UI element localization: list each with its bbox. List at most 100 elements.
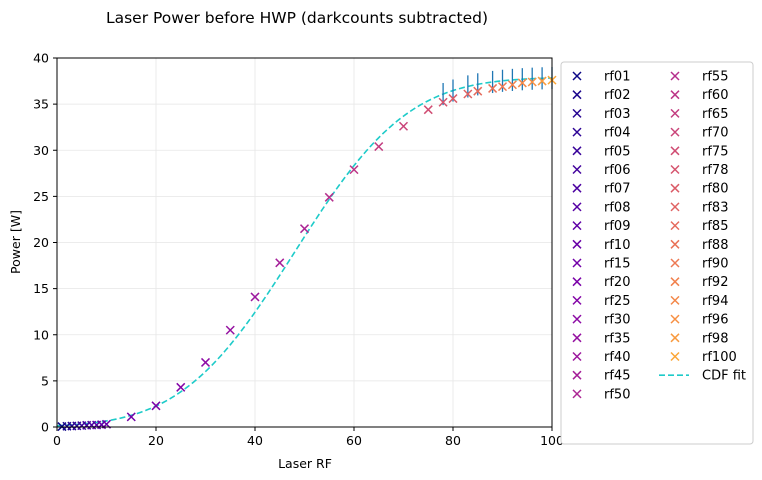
y-tick-label: 30 — [33, 143, 49, 158]
legend-marker-rf35 — [572, 333, 582, 343]
legend-marker-rf92 — [670, 277, 680, 287]
marker-rf15 — [126, 412, 136, 422]
marker-rf30 — [200, 357, 211, 367]
legend-marker-rf25 — [572, 295, 582, 305]
legend-label: rf01 — [604, 70, 630, 85]
y-tick-label: 10 — [33, 327, 49, 342]
legend: rf01 rf02 rf03 rf04 rf05 rf06 rf07 rf08 rf09 rf10… — [560, 61, 754, 445]
marker-rf94 — [517, 78, 527, 88]
legend-marker-rf83 — [670, 202, 680, 212]
x-tick-label: 40 — [247, 433, 263, 448]
legend-label: rf94 — [702, 294, 728, 309]
marker-rf35 — [225, 325, 235, 335]
marker-rf88 — [488, 83, 498, 93]
legend-label: rf25 — [604, 294, 630, 309]
legend-marker-rf96 — [670, 314, 680, 324]
legend-label: rf70 — [702, 126, 728, 141]
legend-label: rf07 — [604, 182, 630, 197]
legend-label: rf90 — [702, 257, 728, 272]
y-tick-label: 40 — [33, 51, 49, 66]
legend-marker-rf01 — [572, 71, 582, 81]
legend-label: rf10 — [604, 238, 630, 253]
legend-label: rf55 — [702, 70, 728, 85]
y-tick-label: 5 — [41, 373, 49, 388]
legend-label: CDF fit — [702, 369, 746, 384]
marker-rf78 — [438, 97, 448, 107]
legend-marker-rf08 — [572, 202, 582, 212]
legend-marker-rf85 — [670, 221, 680, 231]
fit-layer — [56, 77, 553, 427]
cdf-fit-line — [56, 77, 553, 427]
marker-rf60 — [349, 165, 359, 175]
legend-label: rf65 — [702, 107, 728, 122]
legend-marker-rf02 — [572, 90, 582, 100]
x-tick-label: 20 — [148, 433, 164, 448]
legend-label: rf60 — [702, 88, 728, 103]
y-axis-ticks: 0 5 10 15 20 25 30 35 40 — [33, 51, 57, 435]
legend-marker-rf70 — [670, 127, 680, 137]
x-tick-label: 0 — [53, 433, 61, 448]
x-axis-ticks: 0 20 40 60 80 100 — [53, 427, 564, 448]
x-tick-label: 60 — [346, 433, 362, 448]
marker-rf98 — [537, 76, 547, 86]
legend-label: rf08 — [604, 200, 630, 215]
y-tick-label: 35 — [33, 97, 49, 112]
legend-marker-rf78 — [670, 164, 680, 175]
marker-rf65 — [374, 142, 384, 152]
grid — [56, 57, 553, 428]
legend-marker-rf75 — [670, 146, 680, 156]
error-bars — [442, 66, 553, 106]
legend-label: rf06 — [604, 163, 630, 178]
legend-label: rf98 — [702, 331, 728, 346]
legend-label: rf09 — [604, 219, 630, 234]
legend-label: rf80 — [702, 182, 728, 197]
legend-box — [560, 61, 754, 445]
legend-label: rf35 — [604, 331, 630, 346]
marker-rf70 — [398, 121, 409, 131]
legend-marker-rf45 — [572, 370, 582, 380]
legend-label: rf30 — [604, 313, 630, 328]
marker-rf83 — [463, 89, 473, 99]
marker-rf55 — [324, 192, 334, 202]
y-tick-label: 25 — [33, 189, 49, 204]
y-tick-label: 15 — [33, 281, 49, 296]
marker-rf75 — [423, 105, 433, 115]
legend-label: rf45 — [604, 369, 630, 384]
x-tick-label: 80 — [445, 433, 461, 448]
y-tick-label: 0 — [41, 420, 49, 435]
legend-label: rf03 — [604, 107, 630, 122]
legend-marker-rf50 — [572, 389, 582, 399]
legend-marker-rf15 — [572, 258, 582, 268]
legend-marker-rf94 — [670, 295, 680, 305]
legend-label: rf100 — [702, 350, 737, 365]
legend-marker-rf65 — [670, 108, 680, 118]
legend-label: rf04 — [604, 126, 630, 141]
marker-rf92 — [507, 80, 517, 90]
legend-marker-rf04 — [572, 127, 582, 137]
legend-label: rf78 — [702, 163, 728, 178]
legend-label: rf05 — [604, 144, 630, 159]
data-markers — [57, 75, 557, 432]
marker-rf25 — [176, 382, 186, 392]
legend-marker-rf03 — [572, 108, 582, 118]
legend-label: rf85 — [702, 219, 728, 234]
legend-label: rf15 — [604, 257, 630, 272]
marker-rf40 — [250, 292, 260, 302]
legend-marker-rf90 — [670, 258, 680, 268]
legend-marker-rf55 — [670, 71, 680, 81]
legend-marker-rf88 — [670, 239, 680, 249]
legend-marker-rf100 — [670, 351, 680, 362]
legend-marker-rf80 — [670, 183, 680, 193]
chart-title: Laser Power before HWP (darkcounts subtr… — [106, 9, 488, 27]
legend-marker-rf05 — [572, 146, 582, 156]
legend-label: rf96 — [702, 313, 728, 328]
legend-label: rf40 — [604, 350, 630, 365]
legend-label: rf20 — [604, 275, 630, 290]
legend-marker-rf07 — [572, 183, 582, 193]
x-tick-label: 100 — [540, 433, 564, 448]
marker-rf85 — [473, 86, 483, 96]
marker-rf20 — [151, 401, 161, 411]
legend-marker-rf98 — [670, 333, 680, 343]
marker-rf90 — [497, 82, 508, 92]
